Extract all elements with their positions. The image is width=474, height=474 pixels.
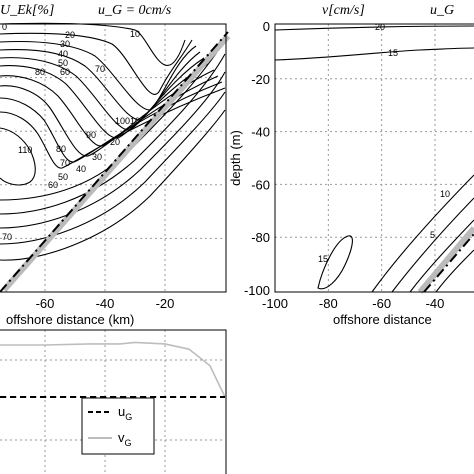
contour-lower-4 bbox=[0, 91, 226, 245]
series-v_G-line bbox=[0, 341, 226, 398]
left-clabel-30: 30 bbox=[60, 39, 70, 49]
left-axes-frame bbox=[0, 23, 227, 293]
right-contours bbox=[274, 25, 474, 293]
left-clabel-0: 0 bbox=[2, 22, 7, 32]
contour-110 bbox=[0, 127, 36, 186]
contour-60 bbox=[0, 63, 209, 139]
contour-20 bbox=[0, 32, 193, 95]
left-clabel-10: 10 bbox=[130, 29, 140, 39]
contour-lower-3 bbox=[0, 71, 226, 229]
x-tick-label: -100 bbox=[262, 296, 288, 311]
right-y-ticks: 0 -20 -40 -60 -80 -100 bbox=[244, 19, 270, 298]
right-clabel-20: 20 bbox=[375, 22, 385, 32]
left-clabel-110: 110 bbox=[18, 145, 32, 155]
right-axes-frame bbox=[274, 23, 474, 293]
right-bottom-dashdot bbox=[423, 233, 474, 293]
y-tick-label: -20 bbox=[251, 72, 270, 87]
contour-80 bbox=[0, 75, 219, 157]
right-title: v[cm/s] bbox=[322, 3, 365, 18]
right-grid bbox=[274, 24, 474, 292]
contour-40 bbox=[0, 49, 201, 121]
contour-right-d bbox=[435, 249, 474, 293]
y-tick-label: -100 bbox=[244, 283, 270, 298]
right-clabel-15: 15 bbox=[388, 48, 398, 58]
left-clabel-70b: 70 bbox=[60, 158, 70, 168]
right-contour-panel: 20 15 15 10 5 v[cm/s] u_G -100 -80 -60 -40 … bbox=[228, 3, 474, 327]
right-ylabel: depth (m) bbox=[228, 130, 243, 186]
left-bottom-gray bbox=[1, 34, 231, 292]
contour-70 bbox=[0, 69, 215, 147]
contour-right-b bbox=[391, 197, 474, 293]
left-clabel-90: 90 bbox=[86, 130, 96, 140]
left-bottom-dashdot bbox=[0, 31, 229, 293]
contour-lower-2 bbox=[0, 53, 226, 215]
left-clabel-60: 60 bbox=[60, 67, 70, 77]
x-tick-label: -60 bbox=[372, 296, 391, 311]
left-clabel-10b: 10 bbox=[130, 116, 140, 126]
contour-15-top bbox=[274, 47, 474, 61]
contour-right-c bbox=[409, 219, 474, 293]
y-tick-label: -60 bbox=[251, 177, 270, 192]
left-xlabel: offshore distance (km) bbox=[6, 312, 134, 327]
x-tick-label: -80 bbox=[319, 296, 338, 311]
x-tick-label: -20 bbox=[156, 296, 175, 311]
x-tick-label: -40 bbox=[426, 296, 445, 311]
left-clabel-20: 20 bbox=[65, 30, 75, 40]
left-clabel-70: 70 bbox=[95, 64, 105, 74]
legend-box bbox=[81, 397, 155, 455]
contour-100 bbox=[0, 87, 226, 169]
left-clabel-20b: 20 bbox=[110, 137, 120, 147]
left-clabel-80b: 80 bbox=[56, 144, 66, 154]
contour-right-a bbox=[371, 174, 474, 293]
contour-15-blob bbox=[317, 235, 353, 290]
right-x-ticks: -100 -80 -60 -40 bbox=[262, 296, 444, 311]
bottom-line-panel: uG vG bbox=[0, 329, 227, 474]
left-clabel-50b: 50 bbox=[58, 172, 68, 182]
left-clabel-40: 40 bbox=[58, 49, 68, 59]
left-contours bbox=[0, 22, 226, 261]
left-clabel-60b: 60 bbox=[48, 180, 58, 190]
contour-10 bbox=[0, 22, 186, 67]
legend: uG vG bbox=[81, 397, 155, 455]
bottom-axes-frame bbox=[0, 329, 227, 474]
right-clabel-10: 10 bbox=[440, 189, 450, 199]
contour-90 bbox=[0, 81, 223, 163]
left-contour-panel: 10 20 30 40 50 60 70 80 100 90 110 80 70… bbox=[0, 3, 231, 327]
left-x-ticks: -60 -40 -20 bbox=[36, 296, 175, 311]
left-clabel-30b: 30 bbox=[92, 152, 102, 162]
left-title: U_Ek[%] bbox=[0, 3, 54, 18]
left-clabel-50: 50 bbox=[58, 58, 68, 68]
y-tick-label: -80 bbox=[251, 230, 270, 245]
contour-30 bbox=[0, 40, 197, 111]
left-clabel-70c: 70 bbox=[2, 232, 12, 242]
right-clabel-5: 5 bbox=[430, 230, 435, 240]
right-bottom-gray bbox=[417, 226, 474, 294]
left-clabel-80: 80 bbox=[35, 67, 45, 77]
left-clabel-100: 100 bbox=[115, 116, 130, 126]
right-clabel-15b: 15 bbox=[318, 254, 328, 264]
y-tick-label: -40 bbox=[251, 125, 270, 140]
contour-50 bbox=[0, 57, 205, 131]
x-tick-label: -60 bbox=[36, 296, 55, 311]
contour-20 bbox=[274, 25, 474, 31]
right-subtitle: u_G bbox=[430, 3, 454, 18]
x-tick-label: -40 bbox=[96, 296, 115, 311]
left-subtitle: u_G = 0cm/s bbox=[98, 3, 172, 18]
y-tick-label: 0 bbox=[263, 19, 270, 34]
right-xlabel: offshore distance bbox=[333, 312, 432, 327]
left-clabel-40b: 40 bbox=[76, 164, 86, 174]
